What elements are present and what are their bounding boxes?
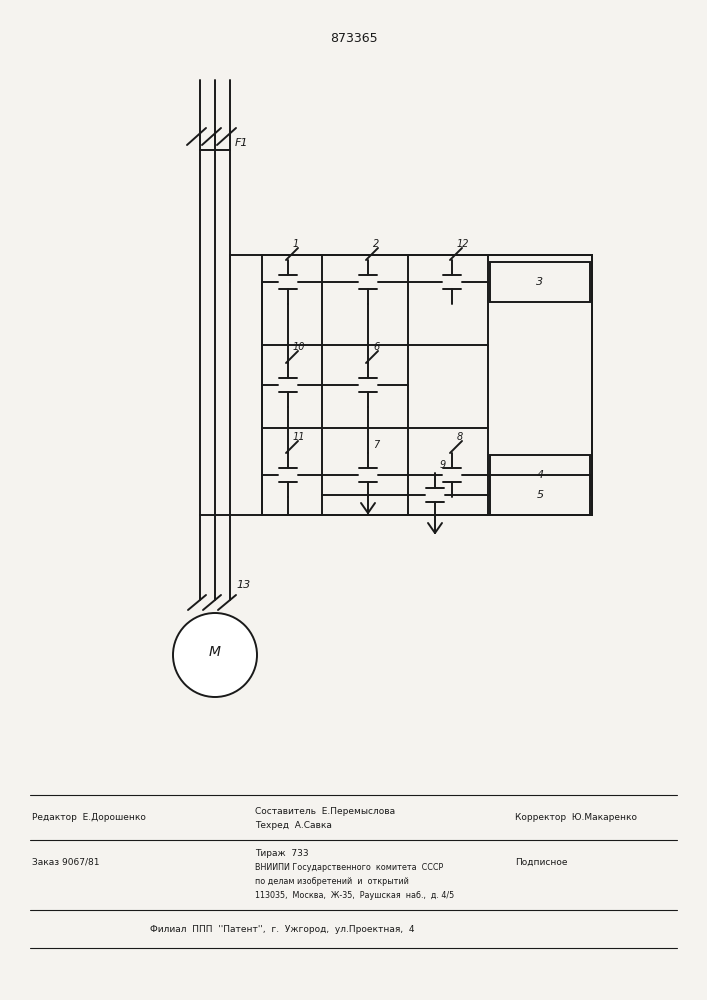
Text: F1: F1	[235, 138, 248, 148]
Bar	[490, 455, 590, 495]
Text: Корректор  Ю.Макаренко: Корректор Ю.Макаренко	[515, 814, 637, 822]
Circle shape	[173, 613, 257, 697]
Text: по делам изобретений  и  открытий: по делам изобретений и открытий	[255, 878, 409, 886]
Bar	[262, 255, 592, 515]
Text: 3: 3	[537, 277, 544, 287]
Text: 113035,  Москва,  Ж-35,  Раушская  наб.,  д. 4/5: 113035, Москва, Ж-35, Раушская наб., д. …	[255, 892, 455, 900]
Text: 9: 9	[440, 460, 446, 470]
Text: Редактор  Е.Дорошенко: Редактор Е.Дорошенко	[32, 814, 146, 822]
Text: 11: 11	[293, 432, 305, 442]
Text: 1: 1	[293, 239, 299, 249]
Text: 5: 5	[537, 490, 544, 500]
Text: ВНИИПИ Государственного  комитета  СССР: ВНИИПИ Государственного комитета СССР	[255, 863, 443, 872]
Text: 4: 4	[537, 470, 544, 480]
Text: Филиал  ППП  ''Патент'',  г.  Ужгород,  ул.Проектная,  4: Филиал ППП ''Патент'', г. Ужгород, ул.Пр…	[150, 926, 414, 934]
Text: 7: 7	[373, 440, 379, 450]
Text: Техред  А.Савка: Техред А.Савка	[255, 822, 332, 830]
Text: M: M	[209, 645, 221, 659]
Text: 10: 10	[293, 342, 305, 352]
Text: Заказ 9067/81: Заказ 9067/81	[32, 857, 100, 866]
Text: 8: 8	[457, 432, 463, 442]
Text: Составитель  Е.Перемыслова: Составитель Е.Перемыслова	[255, 806, 395, 816]
Text: 873365: 873365	[329, 32, 378, 45]
Text: 13: 13	[236, 580, 250, 590]
Text: 12: 12	[457, 239, 469, 249]
Text: 2: 2	[373, 239, 379, 249]
Text: Тираж  733: Тираж 733	[255, 850, 309, 858]
Bar	[490, 262, 590, 302]
Text: Подписное: Подписное	[515, 857, 568, 866]
Bar	[490, 475, 590, 515]
Text: 6: 6	[373, 342, 379, 352]
